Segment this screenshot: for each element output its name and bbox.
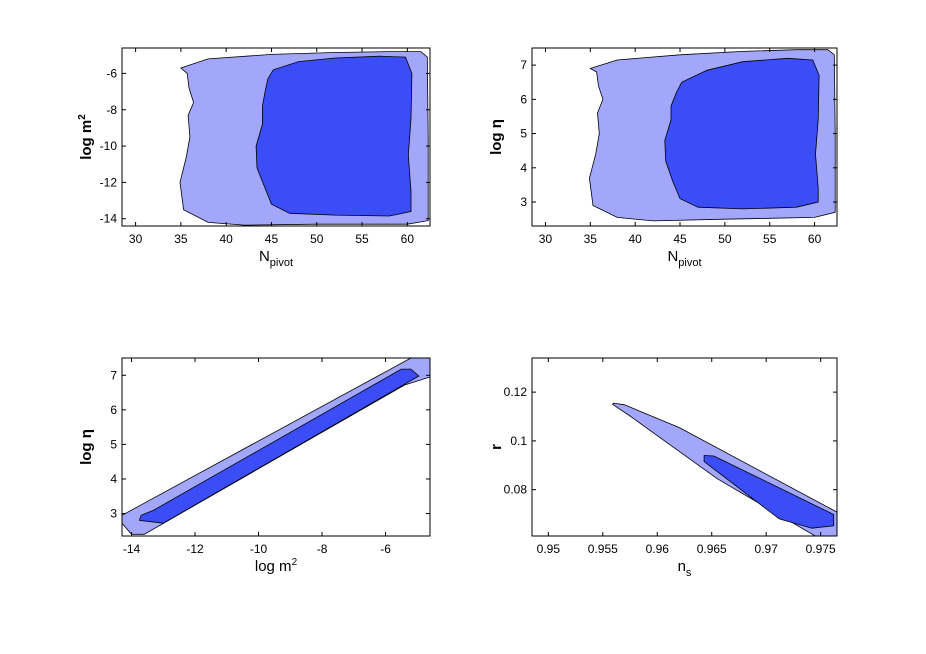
y-tick-label: 6	[520, 92, 527, 106]
x-tick-label: 60	[401, 232, 415, 246]
x-tick-label: 55	[355, 232, 369, 246]
x-tick-label: 50	[718, 232, 732, 246]
panel-1: 30 35 40 45 50 55 60 -14 -12 -10 -8 -6 Npivot log m2	[77, 47, 431, 269]
y-tick-label: 0.08	[504, 483, 528, 497]
y-tick-label: 0.12	[504, 385, 528, 399]
y-tick-label: 3	[520, 195, 527, 209]
x-tick-label: 0.96	[646, 542, 670, 556]
y-tick-label: 6	[110, 403, 117, 417]
x-tick-label: 30	[539, 232, 553, 246]
x-axis-label: ns	[678, 558, 692, 579]
x-tick-label: 55	[763, 232, 777, 246]
contour-68-region	[138, 368, 420, 524]
contour-68-region	[664, 57, 820, 210]
y-tick-label: -6	[106, 66, 117, 80]
x-tick-label: -10	[250, 542, 268, 556]
y-tick-label: -12	[100, 175, 118, 189]
x-tick-label: -8	[317, 542, 328, 556]
x-tick-label: 0.97	[755, 542, 779, 556]
y-tick-label: 0.1	[510, 434, 527, 448]
x-tick-label: 40	[219, 232, 233, 246]
x-axis-label: Npivot	[259, 248, 293, 269]
y-axis-label: log η	[488, 119, 505, 155]
y-tick-label: 3	[110, 507, 117, 521]
x-tick-label: 0.955	[588, 542, 618, 556]
y-tick-label: 7	[520, 58, 527, 72]
x-tick-label: -6	[380, 542, 391, 556]
x-tick-label: 35	[584, 232, 598, 246]
y-axis-label: r	[488, 444, 505, 450]
x-tick-label: 45	[265, 232, 279, 246]
x-tick-label: 45	[673, 232, 687, 246]
y-tick-label: -10	[100, 139, 118, 153]
y-tick-label: -8	[106, 103, 117, 117]
x-tick-label: 40	[628, 232, 642, 246]
x-tick-label: 0.975	[806, 542, 836, 556]
y-tick-label: 4	[110, 472, 117, 486]
y-tick-label: -14	[100, 212, 118, 226]
y-tick-label: 5	[110, 437, 117, 451]
x-tick-label: 0.965	[697, 542, 727, 556]
panel-4: 0.95 0.955 0.96 0.965 0.97 0.975 0.08 0.1 0.12 ns…	[488, 357, 838, 579]
x-tick-label: 30	[129, 232, 143, 246]
x-axis-label: log m2	[255, 557, 298, 575]
axes-frame	[121, 357, 431, 537]
x-axis-label: Npivot	[667, 248, 701, 269]
x-tick-label: 50	[310, 232, 324, 246]
y-tick-label: 4	[520, 161, 527, 175]
axes-frame	[531, 357, 838, 537]
contour-68-region	[703, 455, 835, 529]
y-tick-label: 5	[520, 127, 527, 141]
x-tick-label: 0.95	[537, 542, 561, 556]
x-tick-label: -14	[123, 542, 141, 556]
axes-frame	[531, 47, 838, 227]
x-tick-label: 60	[808, 232, 822, 246]
panel-3: -14 -12 -10 -8 -6 3 4 5 6 7 log m2 log η	[78, 357, 431, 575]
contour-68-region	[255, 55, 413, 217]
y-axis-label: log m2	[77, 114, 95, 160]
axes-frame	[121, 47, 431, 227]
x-tick-label: 35	[174, 232, 188, 246]
y-tick-label: 7	[110, 368, 117, 382]
y-axis-label: log η	[78, 429, 95, 465]
x-tick-label: -12	[186, 542, 204, 556]
